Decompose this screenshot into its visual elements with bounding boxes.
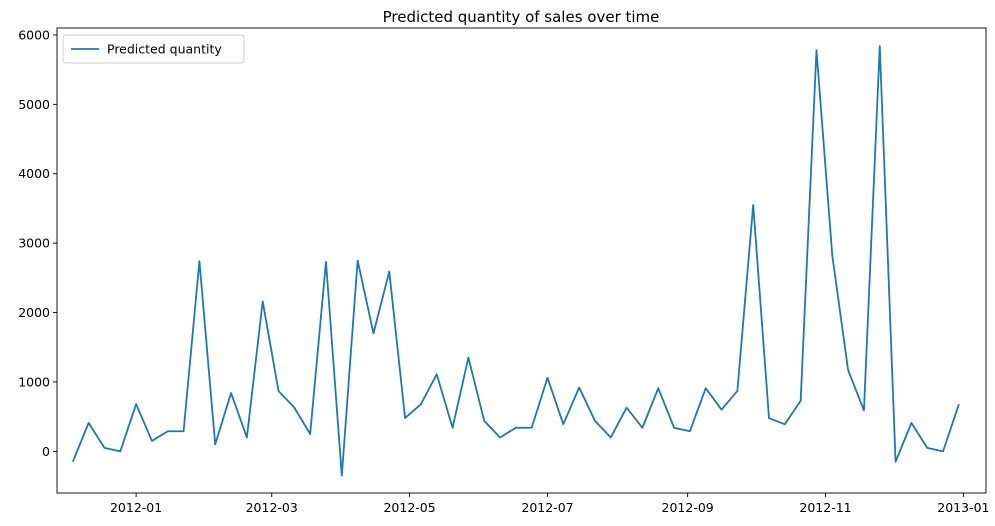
legend-label: Predicted quantity bbox=[107, 42, 222, 57]
legend: Predicted quantity bbox=[62, 34, 245, 64]
x-axis: 2012-01 2012-03 2012-05 2012-07 2012-09 2012-… bbox=[110, 493, 990, 515]
y-axis: 0 1000 2000 3000 4000 5000 6000 bbox=[18, 27, 57, 459]
y-tick-label: 1000 bbox=[18, 374, 50, 389]
legend-box bbox=[62, 34, 245, 64]
y-tick-label: 2000 bbox=[18, 305, 50, 320]
y-tick-label: 4000 bbox=[18, 166, 50, 181]
x-tick-label: 2012-01 bbox=[110, 500, 162, 515]
y-tick-label: 5000 bbox=[18, 97, 50, 112]
x-tick-label: 2012-09 bbox=[662, 500, 714, 515]
plot-area bbox=[57, 28, 986, 493]
x-tick-label: 2013-01 bbox=[937, 500, 989, 515]
x-tick-label: 2012-11 bbox=[799, 500, 851, 515]
x-tick-label: 2012-03 bbox=[246, 500, 298, 515]
series-line-predicted-quantity bbox=[71, 45, 960, 477]
y-tick-label: 0 bbox=[42, 444, 50, 459]
y-tick-label: 3000 bbox=[18, 236, 50, 251]
plot-frame bbox=[56, 27, 987, 494]
y-tick-label: 6000 bbox=[18, 27, 50, 42]
x-tick-label: 2012-05 bbox=[383, 500, 435, 515]
chart-title: Predicted quantity of sales over time bbox=[383, 8, 660, 26]
x-tick-label: 2012-07 bbox=[521, 500, 573, 515]
